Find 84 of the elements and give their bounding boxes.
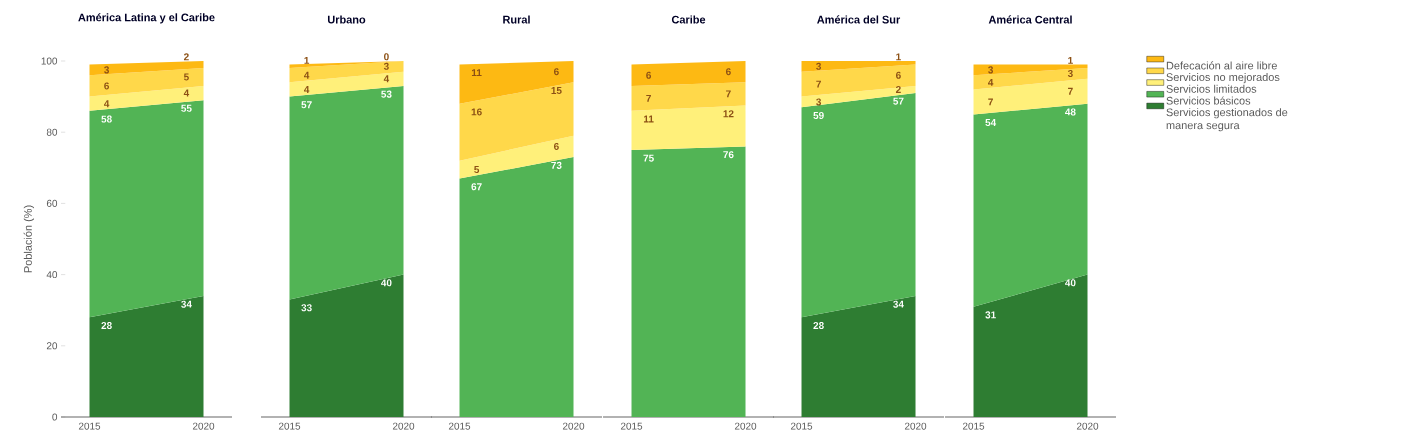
data-label: 57: [301, 101, 312, 109]
data-label: 7: [726, 90, 731, 98]
y-tick-label: 100: [41, 57, 58, 65]
data-label: 12: [723, 110, 734, 118]
y-tick-label: 20: [46, 342, 58, 350]
data-label: 67: [471, 183, 482, 191]
data-label: 7: [646, 94, 651, 102]
data-label: 58: [101, 115, 112, 123]
x-tick-label: 2015: [962, 422, 985, 430]
legend-label: Servicios no mejorados: [1166, 73, 1280, 84]
data-label: 16: [471, 108, 482, 116]
data-label: 59: [813, 111, 824, 120]
data-label: 6: [646, 71, 652, 79]
data-label: 54: [985, 119, 997, 127]
data-label: 7: [988, 98, 993, 106]
data-label: 48: [1065, 108, 1076, 116]
data-label: 73: [551, 161, 562, 169]
data-label: 6: [726, 68, 731, 76]
x-tick-label: 2020: [734, 422, 757, 430]
data-label: 34: [181, 300, 192, 308]
data-label: 4: [103, 100, 110, 108]
data-label: 0: [384, 53, 389, 61]
data-label: 4: [303, 71, 310, 79]
data-label: 5: [183, 73, 189, 81]
y-axis-title: Población (%): [23, 205, 35, 273]
data-label: 2: [895, 86, 901, 93]
data-label: 3: [816, 98, 822, 106]
data-label: 34: [893, 300, 904, 308]
y-tick-label: 80: [46, 128, 58, 136]
chart-title: Urbano: [327, 15, 366, 24]
data-label: 76: [723, 151, 734, 159]
x-tick-label: 2015: [278, 422, 301, 430]
data-label: 57: [893, 97, 904, 105]
data-label: 3: [988, 66, 994, 74]
data-label: 3: [383, 62, 389, 70]
chart-title: América Central: [988, 15, 1072, 24]
y-tick-label: 60: [46, 199, 58, 207]
data-label: 4: [383, 75, 390, 83]
data-label: 33: [301, 304, 312, 312]
data-label: 6: [554, 142, 559, 150]
chart-title: América del Sur: [817, 15, 901, 24]
data-label: 1: [896, 53, 901, 61]
data-label: 11: [643, 115, 654, 123]
x-tick-label: 2020: [192, 422, 215, 430]
data-label: 1: [1068, 57, 1073, 64]
data-label: 28: [101, 322, 112, 330]
data-label: 7: [1068, 87, 1073, 95]
legend-label: Servicios limitados: [1166, 84, 1257, 93]
data-label: 6: [896, 71, 901, 79]
data-label: 4: [988, 78, 994, 86]
y-tick-label: 40: [46, 271, 58, 279]
data-label: 4: [183, 89, 190, 97]
chart-title: Caribe: [671, 15, 706, 24]
data-label: 11: [471, 69, 482, 77]
y-tick-label: 0: [52, 413, 58, 421]
data-label: 53: [381, 90, 392, 98]
data-label: 55: [181, 104, 192, 112]
data-label: 2: [183, 53, 189, 61]
data-label: 7: [816, 80, 821, 88]
data-label: 15: [551, 87, 562, 94]
text: Servicios gestionados de manera segura: [1166, 108, 1288, 132]
legend-label: Defecación al aire libre: [1166, 61, 1277, 70]
x-tick-label: 2020: [904, 422, 927, 430]
data-label: 1: [304, 57, 310, 64]
data-label: 40: [381, 279, 392, 287]
x-tick-label: 2020: [392, 422, 415, 430]
x-tick-label: 2015: [620, 422, 643, 430]
x-tick-label: 2015: [790, 422, 813, 430]
x-tick-label: 2020: [1076, 422, 1099, 430]
chart-title: Rural: [503, 15, 530, 24]
data-label: 3: [104, 66, 110, 74]
data-label: 6: [554, 68, 559, 76]
x-tick-label: 2015: [448, 422, 471, 430]
data-label: 3: [1067, 69, 1073, 77]
data-label: 75: [643, 154, 654, 162]
x-tick-label: 2015: [78, 422, 101, 430]
chart-title: América Latina y el Caribe: [78, 13, 215, 24]
data-label: 5: [474, 166, 480, 174]
legend-label: Servicios básicos: [1166, 96, 1251, 105]
data-label: 6: [104, 82, 110, 90]
data-label: 28: [813, 322, 824, 330]
x-tick-label: 2020: [562, 422, 585, 430]
data-label: 4: [303, 86, 310, 93]
data-label: 3: [816, 62, 822, 70]
